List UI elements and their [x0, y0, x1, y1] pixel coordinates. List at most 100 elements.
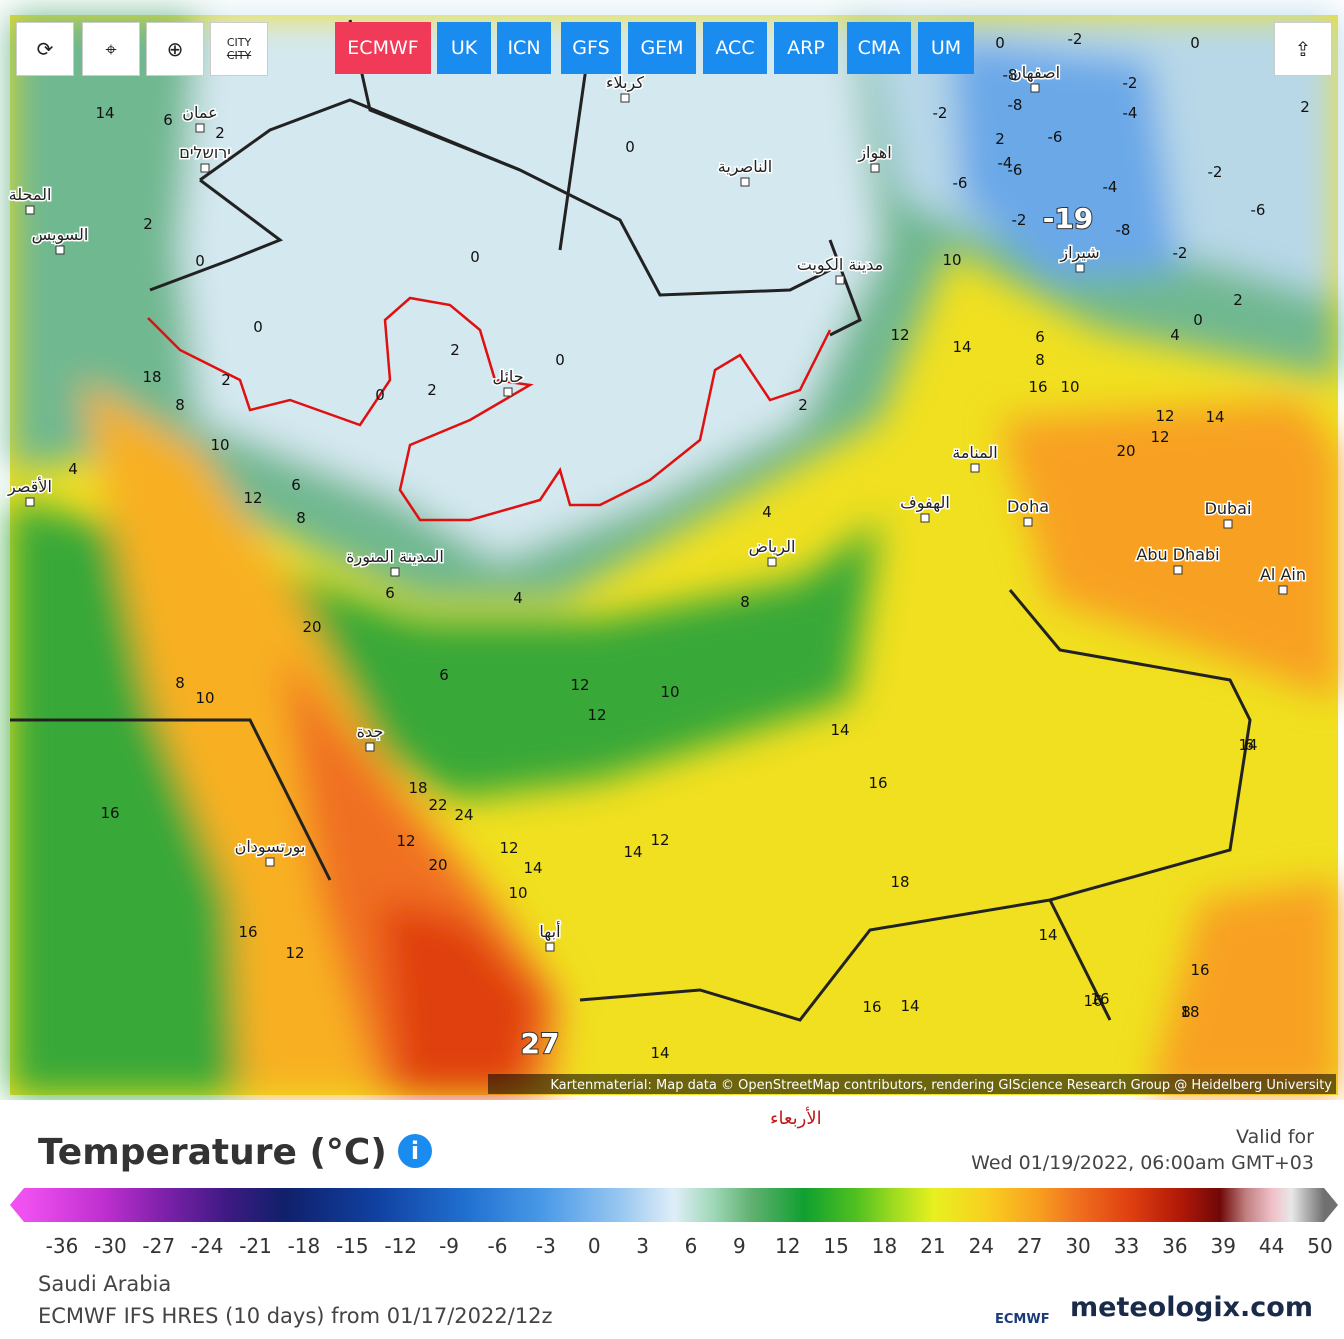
- contour-label: 10: [210, 436, 229, 454]
- contour-label: 2: [1233, 291, 1243, 309]
- contour-label: 16: [1190, 961, 1209, 979]
- model-tab[interactable]: ECMWF: [335, 22, 431, 74]
- city-marker: [620, 93, 630, 103]
- scale-tick: -12: [384, 1234, 418, 1258]
- contour-label: -2: [933, 104, 948, 122]
- city-marker: [767, 557, 777, 567]
- city-marker: [970, 463, 980, 473]
- model-tab[interactable]: CMA: [847, 22, 911, 74]
- city-marker: [503, 387, 513, 397]
- contour-label: -2: [1208, 163, 1223, 181]
- weekday: الأربعاء: [770, 1108, 822, 1129]
- freezing-line: [147, 296, 832, 522]
- model-run: ECMWF IFS HRES (10 days) from 01/17/2022…: [38, 1304, 553, 1328]
- model-tab[interactable]: GFS: [561, 22, 621, 74]
- border: [1048, 899, 1112, 1021]
- city-marker: [1030, 83, 1040, 93]
- locate-button[interactable]: ⌖: [82, 22, 140, 76]
- city-marker: [1173, 565, 1183, 575]
- contour-label: 2: [1300, 98, 1310, 116]
- contour-label: 12: [396, 832, 415, 850]
- contour-label: -2: [1068, 30, 1083, 48]
- contour-label: -8: [1008, 96, 1023, 114]
- city-label: اهواز: [857, 143, 891, 163]
- city-label: Al Ain: [1260, 565, 1306, 584]
- map: عمان ירושלים كربلاء اصفهان اهواز الناصرية مدين…: [6, 15, 1338, 1095]
- city-label: السويس: [32, 225, 89, 245]
- contour-label: 6: [1244, 736, 1254, 754]
- zoom-button[interactable]: ⊕: [146, 22, 204, 76]
- city-label-struck: CITY: [226, 49, 252, 62]
- scale-tick: -6: [487, 1234, 508, 1258]
- contour-label: 4: [68, 460, 78, 478]
- contour-label: 8: [1035, 351, 1045, 369]
- share-button[interactable]: ⇪: [1274, 22, 1332, 76]
- reload-button[interactable]: ⟳: [16, 22, 74, 76]
- city-marker: [1223, 519, 1233, 529]
- contour-label: 2: [995, 130, 1005, 148]
- contour-label: 0: [253, 318, 263, 336]
- contour-label: 6: [1035, 328, 1045, 346]
- model-tab[interactable]: UK: [437, 22, 491, 74]
- contour-label: 8: [1181, 1003, 1191, 1021]
- border: [199, 98, 831, 297]
- contour-label: 0: [1193, 311, 1203, 329]
- valid-time: Wed 01/19/2022, 06:00am GMT+03: [971, 1152, 1314, 1174]
- city-toggle[interactable]: CITY CITY: [210, 22, 268, 76]
- model-tab[interactable]: GEM: [628, 22, 696, 74]
- contour-label: 4: [1170, 326, 1180, 344]
- contour-label: -4: [1123, 104, 1138, 122]
- city-label: مدينة الكويت: [797, 255, 884, 275]
- city-label: CITY: [226, 36, 252, 49]
- attribution-bg: [488, 1074, 1336, 1094]
- contour-label: 12: [587, 706, 606, 724]
- city-label: ירושלים: [179, 143, 231, 162]
- scale-tick: 27: [1016, 1234, 1043, 1258]
- contour-label: 18: [1180, 1003, 1199, 1021]
- scale-tick: 36: [1162, 1234, 1188, 1258]
- contour-label: 10: [1060, 378, 1079, 396]
- scale-tick: 18: [871, 1234, 898, 1258]
- model-tab[interactable]: ARP: [774, 22, 838, 74]
- contour-label: 16: [868, 774, 887, 792]
- contour-label: 10: [942, 251, 961, 269]
- contour-label: 8: [175, 674, 185, 692]
- scale-tick: -18: [287, 1234, 321, 1258]
- contour-label: 16: [100, 804, 119, 822]
- extreme-label: 27: [521, 1027, 560, 1060]
- contour-label: -6: [1048, 128, 1063, 146]
- model-tab[interactable]: ACC: [703, 22, 767, 74]
- contour-label: 4: [513, 589, 523, 607]
- contour-label: 0: [995, 34, 1005, 52]
- scale-tick: 12: [775, 1234, 801, 1258]
- contour-label: 4: [762, 503, 772, 521]
- model-tab[interactable]: UM: [918, 22, 974, 74]
- city-label: Dubai: [1205, 499, 1252, 518]
- borders: [10, 19, 1252, 1022]
- contour-label: 12: [285, 944, 304, 962]
- info-button[interactable]: i: [398, 1134, 432, 1168]
- contour-label: 6: [439, 666, 449, 684]
- city-label: شيراز: [1059, 243, 1099, 263]
- contour-label: -8: [1003, 66, 1018, 84]
- contour-label: -4: [998, 154, 1013, 172]
- scale-tick: -36: [45, 1234, 79, 1258]
- scale-tick: 24: [968, 1234, 995, 1258]
- model-tab[interactable]: ICN: [497, 22, 551, 74]
- contour-label: 0: [375, 386, 385, 404]
- border: [828, 239, 862, 337]
- contour-label: 2: [143, 215, 153, 233]
- city-marker: [200, 163, 210, 173]
- border: [579, 589, 1252, 1022]
- contour-label: 10: [508, 884, 527, 902]
- city-marker: [545, 942, 555, 952]
- contour-label: 20: [1116, 442, 1135, 460]
- city-label: عمان: [182, 103, 217, 122]
- contour-label: 16: [1028, 378, 1047, 396]
- contour-label: 16: [862, 998, 881, 1016]
- contour-label: 16: [1090, 990, 1109, 1008]
- contour-label: 6: [163, 111, 173, 129]
- contour-label: 14: [650, 1044, 669, 1062]
- scale-arrow-right: [1324, 1188, 1338, 1222]
